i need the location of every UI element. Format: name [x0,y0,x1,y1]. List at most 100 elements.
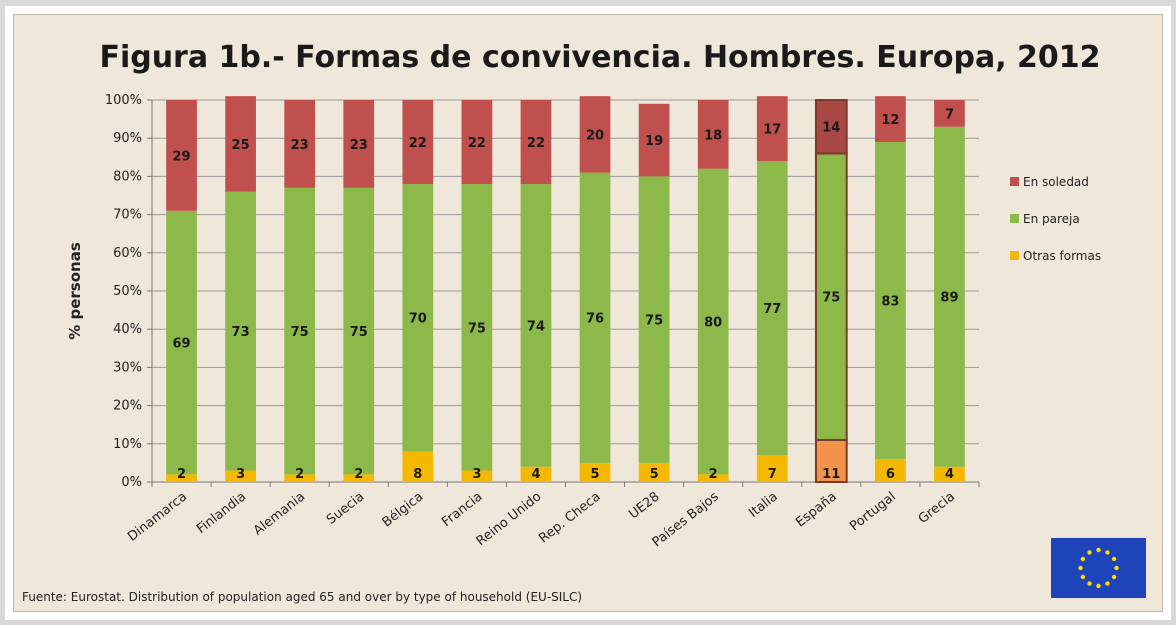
data-label-en-pareja-francia: 75 [468,321,486,336]
data-label-otras-formas-espana: 11 [822,467,840,482]
chart-frame: Figura 1b.- Formas de convivencia. Hombr… [5,6,1171,620]
data-label-en-soledad-paises-bajos: 18 [704,128,722,143]
legend-label-en-pareja: En pareja [1023,212,1080,226]
y-tick-label: 50% [113,284,142,299]
bar-en-pareja-grecia [934,126,965,467]
eu-flag-star [1087,550,1092,555]
x-axis-ticks: Dinamarca Finlandia Alemania Suecia Bélgica F… [125,482,980,550]
data-label-otras-formas-reino-unido: 4 [531,467,540,482]
x-tick-label-belgica: Bélgica [380,489,427,530]
y-tick-label: 10% [113,437,142,452]
bar-en-soledad-rep-checa [579,96,611,173]
data-label-en-soledad-alemania: 23 [291,138,309,153]
y-tick-label: 30% [113,360,142,375]
data-label-otras-formas-italia: 7 [768,467,777,482]
bar-otras-formas-suecia [343,474,375,482]
data-label-en-soledad-ue28: 19 [645,134,663,149]
bar-en-pareja-reino-unido [520,184,552,467]
eu-flag-star [1114,565,1119,571]
eu-flag-star [1078,565,1083,571]
data-label-en-pareja-paises-bajos: 80 [704,316,722,331]
bar-en-soledad-alemania [284,100,316,188]
y-tick-label: 40% [113,322,142,337]
data-label-otras-formas-francia: 3 [472,467,481,482]
chart: Figura 1b.- Formas de convivencia. Hombr… [22,40,1146,604]
legend-label-en-soledad: En soledad [1023,175,1089,189]
bar-en-pareja-suecia [343,187,375,475]
eu-flag-star [1111,556,1117,562]
bar-en-soledad-francia [461,100,493,185]
data-label-en-pareja-suecia: 75 [350,325,368,340]
chart-grid [152,99,979,483]
y-tick-label: 20% [113,399,142,414]
bar-otras-formas-italia [756,455,788,482]
data-label-en-soledad-grecia: 7 [945,107,954,122]
y-axis-ticks: 0% 10% 20% 30% 40% 50% 60% 70% 80% 90% 100% [105,93,979,490]
eu-flag-star [1111,574,1117,580]
data-label-en-pareja-espana: 75 [822,291,840,306]
bar-en-soledad-espana [814,99,848,155]
data-label-en-pareja-portugal: 83 [881,295,899,310]
data-label-en-pareja-ue28: 75 [645,314,663,329]
y-tick-label: 0% [121,475,142,490]
bar-en-soledad-ue28 [638,103,670,177]
bar-en-pareja-ue28 [638,176,670,463]
data-label-otras-formas-belgica: 8 [413,467,422,482]
chart-card: Figura 1b.- Formas de convivencia. Hombr… [13,14,1163,612]
y-tick-label: 80% [113,169,142,184]
eu-flag-star [1096,583,1101,589]
x-tick-label-finlandia: Finlandia [194,489,249,537]
x-tick-label-francia: Francia [439,489,485,530]
eu-flag-star [1080,574,1086,580]
source-note: Fuente: Eurostat. Distribution of popula… [22,590,582,604]
data-label-en-pareja-dinamarca: 69 [172,337,190,352]
bar-en-pareja-italia [756,161,788,456]
data-label-otras-formas-dinamarca: 2 [177,467,186,482]
x-tick-label-grecia: Grecia [916,489,958,527]
data-label-en-soledad-reino-unido: 22 [527,136,545,151]
data-label-en-soledad-belgica: 22 [409,136,427,151]
y-tick-label: 60% [113,246,142,261]
x-tick-label-portugal: Portugal [847,489,899,534]
bar-otras-formas-espana [814,438,848,484]
data-label-en-soledad-finlandia: 25 [232,138,250,153]
data-label-en-pareja-belgica: 70 [409,312,427,327]
bar-otras-formas-finlandia [225,470,256,482]
bar-otras-formas-grecia [934,466,965,482]
bar-en-pareja-francia [461,184,493,471]
data-label-otras-formas-rep-checa: 5 [591,467,600,482]
data-label-otras-formas-ue28: 5 [650,467,659,482]
legend: En soledad En pareja Otras formas [1010,175,1101,263]
y-tick-label: 90% [113,131,142,146]
data-label-en-soledad-italia: 17 [763,123,781,138]
bar-en-pareja-dinamarca [166,210,197,475]
x-tick-label-ue28: UE28 [626,489,662,522]
data-label-otras-formas-portugal: 6 [886,467,895,482]
eu-flag-star [1105,581,1110,586]
legend-label-otras-formas: Otras formas [1023,249,1101,263]
bar-en-soledad-belgica [402,100,434,185]
bar-en-pareja-portugal [875,142,906,460]
bar-otras-formas-alemania [284,474,316,482]
bar-en-soledad-suecia [343,100,375,188]
x-tick-label-suecia: Suecia [324,489,367,527]
bars [166,96,965,484]
bar-otras-formas-ue28 [638,462,670,482]
bar-otras-formas-paises-bajos [697,474,729,482]
y-axis-label: % personas [66,242,84,340]
data-label-otras-formas-grecia: 4 [945,467,954,482]
y-tick-label: 100% [105,93,142,108]
data-label-en-soledad-espana: 14 [822,121,840,136]
eu-flag-star [1087,581,1092,586]
bar-otras-formas-dinamarca [166,474,197,482]
data-label-en-soledad-francia: 22 [468,136,486,151]
y-tick-label: 70% [113,208,142,223]
bar-en-pareja-rep-checa [579,172,611,463]
x-tick-label-espana: España [793,489,840,530]
x-tick-label-italia: Italia [746,489,781,521]
data-label-en-pareja-grecia: 89 [940,291,958,306]
data-label-en-pareja-alemania: 75 [291,325,309,340]
eu-flag-star [1080,556,1086,562]
data-label-otras-formas-paises-bajos: 2 [709,467,718,482]
x-tick-label-dinamarca: Dinamarca [125,489,190,544]
